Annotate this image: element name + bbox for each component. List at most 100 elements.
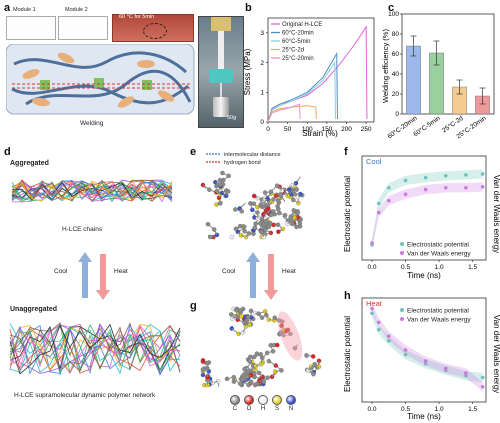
atom [256, 311, 261, 316]
x-tick-label: 0.5 [401, 264, 410, 271]
data-point [464, 373, 468, 378]
atom-swatch [258, 395, 268, 405]
atom [264, 350, 270, 356]
data-point [387, 334, 391, 338]
crosslink [142, 80, 152, 90]
chart-b-xlabel: Strain (%) [302, 129, 338, 138]
atom [238, 233, 244, 238]
cool-label-e: Cool [222, 268, 236, 275]
polymer-chain [9, 323, 181, 370]
data-point [370, 241, 374, 245]
atom [239, 209, 244, 214]
clamp-top [211, 17, 231, 31]
legend-distance-label: intermolecular distance [224, 152, 281, 158]
atom [276, 206, 281, 212]
atom [285, 193, 290, 198]
polymer-chain [9, 322, 181, 370]
atom [207, 187, 212, 192]
y-tick-label: 20 [392, 91, 400, 98]
data-point [376, 320, 381, 325]
atom [252, 225, 258, 230]
polymer-chain [11, 181, 173, 202]
atom [251, 193, 257, 199]
atom-symbol: S [274, 406, 279, 412]
legend-label: Van der Waals energy [407, 250, 471, 257]
legend-label: Van der Waals energy [407, 316, 471, 323]
atom [312, 362, 317, 367]
data-point [376, 201, 381, 206]
chart-c-ylabel: Welding efficiency (%) [381, 29, 390, 103]
data-point [464, 185, 468, 190]
data-point [403, 348, 408, 352]
chart-f-cool: Electrostatic potential Van der Waals en… [343, 155, 500, 280]
aggregated-chains-render [11, 179, 173, 203]
atom [214, 202, 219, 207]
series-band [372, 308, 483, 383]
x-tick-label: 1.0 [435, 406, 444, 413]
data-point [387, 339, 391, 343]
mesogen [22, 69, 40, 79]
panel-label-h: h [344, 290, 351, 302]
heat-arrow [264, 254, 278, 300]
atom-legend-item: S [272, 395, 282, 412]
x-tick-label: 0.5 [401, 406, 410, 413]
atom [242, 320, 247, 325]
panel-label-d: d [4, 146, 11, 158]
atom [293, 180, 299, 186]
mesogen [137, 60, 155, 68]
series-line [267, 60, 337, 123]
aggregated-molecular-render [200, 170, 305, 240]
panel-label-g: g [190, 300, 197, 312]
mesogen [57, 52, 75, 64]
legend-label: 25°C-20min [282, 56, 314, 62]
y-tick-label: 2 [260, 60, 264, 67]
binder-clip [209, 69, 233, 83]
weight-cylinder [213, 97, 229, 117]
atom [246, 231, 252, 236]
heat-arrow [96, 254, 110, 300]
chart-b-stress-strain: Stress (MPa) Strain (%) 0 50 100 150 200 250 0… [243, 17, 375, 138]
atom [242, 224, 247, 230]
chart-h-annotation: Heat [366, 299, 383, 308]
atom [292, 345, 298, 351]
atom-symbol: H [260, 406, 266, 412]
cool-heat-arrows-e [246, 252, 278, 300]
atom [266, 358, 272, 364]
chart-frame [361, 155, 487, 261]
x-tick-label: 250 [361, 126, 372, 133]
y-tick-label: 100 [388, 11, 399, 18]
x-tick-label: 1.0 [435, 264, 444, 271]
weld-zone-circle [143, 23, 167, 39]
atom [258, 202, 264, 207]
crosslink [94, 78, 104, 88]
polymer-chain [11, 179, 173, 203]
atom-legend-item: O [244, 395, 254, 412]
atom-symbol: C [232, 406, 238, 412]
unaggregated-network-render [9, 322, 181, 377]
chart-f-annotation: Cool [366, 157, 382, 166]
data-point [403, 352, 408, 357]
atom [282, 212, 288, 218]
heat-label-e: Heat [282, 268, 296, 275]
data-point [480, 385, 485, 389]
x-tick-label: 1.5 [468, 406, 477, 413]
atom-legend-item: C [230, 395, 240, 412]
aggregated-label: Aggregated [10, 160, 49, 167]
hbond-highlight [277, 311, 303, 361]
chain-3 [25, 69, 192, 106]
polymer-chain [11, 179, 173, 202]
legend-label: Original H-LCE [282, 22, 322, 28]
module-1-label: Module 1 [13, 7, 36, 13]
series-line [267, 103, 301, 123]
x-tick-label: 200 [341, 126, 352, 133]
series-band [372, 304, 483, 392]
atom [229, 234, 235, 240]
legend-marker [400, 251, 404, 255]
atom [200, 367, 206, 372]
chart-h-ylabel-right: Van der Waals energy [492, 315, 500, 393]
series-band [372, 169, 483, 250]
series-band [372, 182, 483, 248]
atom [200, 358, 206, 363]
atom [266, 224, 271, 230]
atom-symbol: O [246, 406, 252, 412]
